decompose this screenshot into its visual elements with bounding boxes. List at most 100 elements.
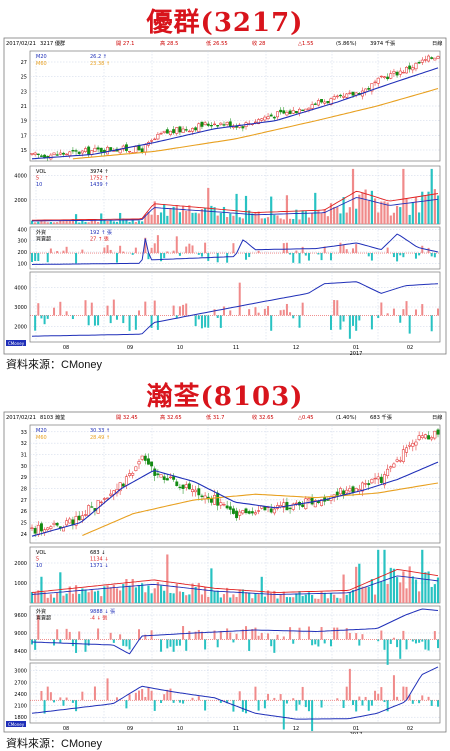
candle-body	[143, 455, 147, 461]
candle-body	[367, 483, 371, 486]
volume-bar	[263, 596, 266, 603]
net-buy-bar	[194, 631, 197, 640]
volume-bar	[43, 221, 46, 224]
net-buy-bar	[358, 639, 361, 646]
net-bar	[399, 315, 402, 323]
volume-bar	[311, 213, 314, 224]
volume-bar	[282, 219, 285, 224]
candle-body	[216, 125, 220, 127]
month-label: 01	[353, 345, 359, 351]
candle-body	[197, 488, 201, 496]
net-buy-bar	[182, 626, 185, 640]
volume-bar	[150, 593, 153, 603]
candle-body	[383, 76, 386, 78]
volume-bar	[169, 208, 172, 224]
candle-body	[39, 523, 43, 532]
candle-body	[351, 486, 355, 493]
volume-bar	[96, 222, 100, 224]
volume-bar	[141, 221, 144, 224]
candle-body	[87, 505, 91, 516]
candle-body	[87, 146, 91, 155]
net-buy-bar	[345, 249, 348, 254]
net-buy-bar	[257, 635, 260, 640]
candle-body	[320, 99, 324, 103]
volume-bar	[68, 586, 71, 603]
candle-body	[197, 123, 201, 132]
net-bar	[150, 690, 153, 701]
volume-bar	[238, 589, 241, 603]
header-field: 高 28.5	[160, 39, 178, 47]
month-label: 09	[127, 345, 133, 351]
volume-bar	[222, 206, 226, 224]
volume-tick-label: 2000	[14, 198, 27, 204]
net-buy-bar	[160, 253, 163, 262]
candle-body	[74, 150, 78, 152]
net-buy-bar	[160, 639, 163, 652]
volume-bar	[115, 221, 119, 224]
net-bar	[430, 700, 433, 706]
year-label: 2017	[350, 351, 363, 356]
net-bar	[182, 304, 185, 316]
price-tick-label: 31	[21, 453, 27, 459]
net-bar	[175, 315, 178, 319]
p4-tick-label: 2400	[14, 692, 27, 698]
candle-body	[187, 483, 191, 490]
net-buy-bar	[235, 633, 238, 640]
net-buy-bar	[122, 251, 125, 254]
volume-bar	[137, 220, 141, 224]
net-bar	[273, 697, 276, 701]
volume-bar	[219, 597, 222, 603]
net-buy-bar	[339, 242, 342, 254]
candle-body	[405, 447, 408, 453]
ma60-line	[72, 87, 439, 160]
volume-bar	[43, 592, 46, 603]
candle-body	[209, 124, 213, 127]
volume-bar	[34, 222, 37, 224]
candle-body	[80, 515, 84, 520]
candle-body	[373, 477, 377, 480]
volume-bar	[276, 598, 279, 603]
legend-name: M20	[36, 54, 47, 60]
volume-bar	[317, 209, 320, 224]
net-bar	[238, 691, 241, 701]
volume-bar	[71, 219, 75, 224]
volume-bar	[119, 590, 122, 603]
volume-bar	[436, 195, 440, 224]
candle-body	[254, 121, 257, 124]
volume-bar	[314, 192, 317, 224]
net-bar	[97, 315, 100, 326]
price-tick-label: 26	[21, 509, 27, 515]
net-buy-bar	[185, 639, 188, 651]
candle-body	[244, 508, 248, 513]
volume-bar	[424, 572, 427, 603]
net-buy-bar	[200, 253, 203, 257]
volume-bar	[241, 589, 244, 603]
volume-bar	[402, 571, 405, 603]
candle-body	[128, 150, 132, 153]
volume-bar	[279, 218, 282, 224]
net-bar	[301, 302, 304, 316]
volume-bar	[333, 207, 336, 224]
net-buy-bar	[427, 247, 430, 254]
net-bar	[115, 697, 118, 701]
volume-bar	[153, 588, 156, 603]
volume-bar	[355, 566, 358, 603]
candle-body	[165, 478, 169, 481]
volume-bar	[52, 597, 56, 603]
candle-body	[257, 119, 261, 125]
candle-body	[313, 103, 317, 105]
volume-bar	[49, 594, 52, 603]
net-bar	[46, 315, 49, 319]
volume-bar	[137, 585, 141, 603]
volume-bar	[232, 215, 235, 224]
header-field: 2017/02/21	[6, 41, 36, 47]
candle-body	[200, 495, 204, 497]
net-bar	[367, 700, 370, 711]
month-label: 12	[293, 345, 299, 351]
candle-body	[159, 474, 163, 478]
candle-body	[316, 100, 320, 106]
candle-body	[184, 129, 188, 131]
candle-body	[338, 94, 342, 97]
volume-bar	[392, 212, 396, 224]
net-bar	[62, 700, 65, 706]
